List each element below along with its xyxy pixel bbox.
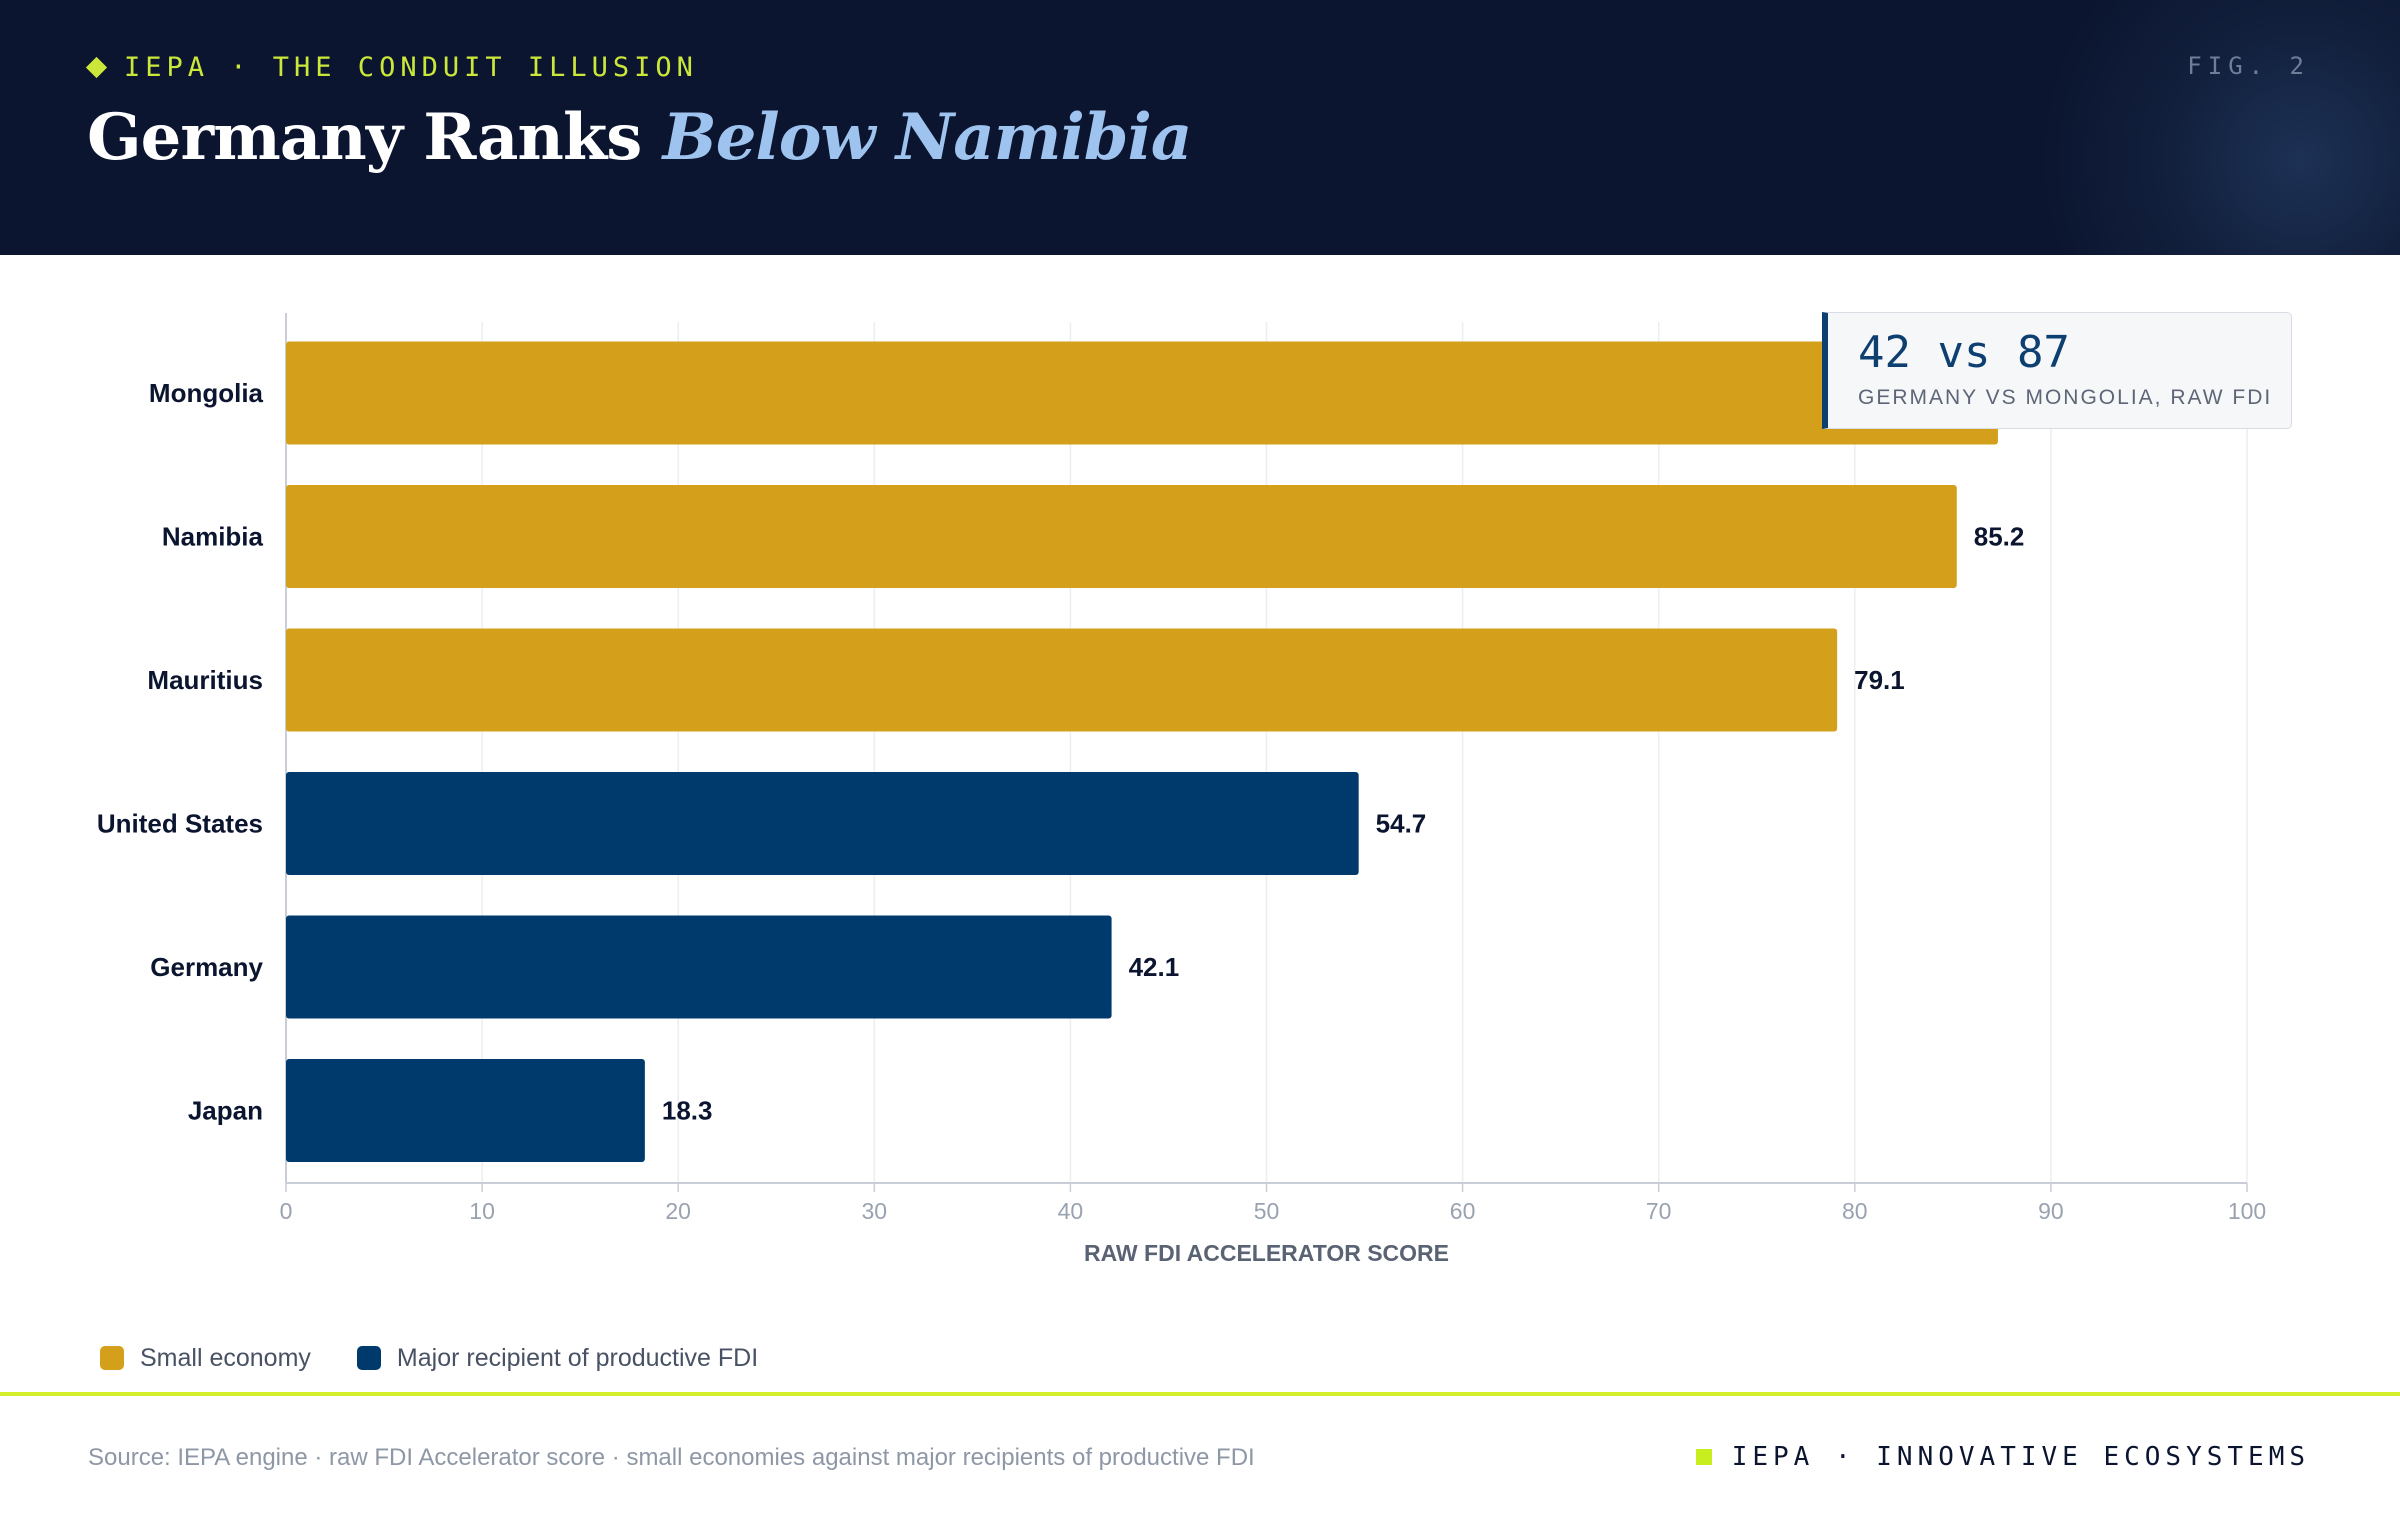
legend-label: Major recipient of productive FDI <box>396 1343 759 1372</box>
x-tick-label: 20 <box>665 1198 691 1224</box>
x-tick-label: 80 <box>1842 1198 1868 1224</box>
data-label: 18.3 <box>662 1096 713 1126</box>
bar <box>286 628 1838 732</box>
bar <box>286 485 1957 588</box>
kicker: IEPA · THE CONDUIT ILLUSION <box>85 50 698 84</box>
bar <box>286 1059 645 1162</box>
callout-caption: GERMANY VS MONGOLIA, RAW FDI <box>1858 386 2273 409</box>
legend-swatch-major-recipient <box>356 1346 381 1370</box>
x-tick-label: 30 <box>862 1198 888 1224</box>
x-tick-label: 0 <box>280 1198 293 1224</box>
x-tick-label: 70 <box>1646 1198 1672 1224</box>
figure-label: FIG. 2 <box>2187 52 2310 80</box>
title-accent: Below Namibia <box>662 100 1193 175</box>
brand-text: IEPA · INNOVATIVE ECOSYSTEMS <box>1731 1442 2310 1472</box>
bar <box>286 341 1998 445</box>
category-label: Germany <box>150 952 263 982</box>
category-label: Namibia <box>162 522 264 552</box>
source-note: Source: IEPA engine · raw FDI Accelerato… <box>88 1444 1255 1471</box>
legend-item-small-economy: Small economy <box>100 1344 311 1373</box>
legend-item-major-recipient: Major recipient of productive FDI <box>356 1343 759 1373</box>
chart-title: Germany Ranks Below Namibia <box>87 100 1193 175</box>
x-tick-label: 60 <box>1450 1198 1476 1224</box>
legend: Small economy Major recipient of product… <box>100 1340 758 1376</box>
x-tick-label: 40 <box>1058 1198 1084 1224</box>
bar-chart: 0 10 20 30 40 50 60 70 80 90 100 RAW FDI ACCELERATO… <box>97 313 2266 1266</box>
kicker-text: IEPA · THE CONDUIT ILLUSION <box>124 51 698 83</box>
category-label: Japan <box>188 1096 263 1126</box>
header-banner: IEPA · THE CONDUIT ILLUSION FIG. 2 Germa… <box>0 0 2400 255</box>
data-label: 79.1 <box>1854 665 1905 695</box>
bar <box>286 915 1112 1019</box>
brand-mark: IEPA · INNOVATIVE ECOSYSTEMS <box>1695 1442 2310 1472</box>
legend-label: Small economy <box>140 1343 311 1372</box>
footer-divider <box>0 1392 2400 1396</box>
x-tick-label: 10 <box>469 1198 495 1224</box>
category-label: United States <box>97 809 263 839</box>
diamond-icon <box>85 56 108 78</box>
bar <box>286 772 1359 875</box>
category-label: Mauritius <box>147 665 263 695</box>
data-label: 42.1 <box>1129 952 1180 982</box>
data-label: 54.7 <box>1376 809 1427 839</box>
x-tick-label: 90 <box>2038 1198 2064 1224</box>
x-tick-label: 50 <box>1254 1198 1280 1224</box>
x-tick-label: 100 <box>2228 1198 2266 1224</box>
x-axis-label: RAW FDI ACCELERATOR SCORE <box>1084 1240 1449 1266</box>
brand-square-icon <box>1695 1449 1712 1465</box>
callout-value: 42 vs 87 <box>1858 327 2070 378</box>
legend-swatch-small-economy <box>100 1346 124 1370</box>
category-label: Mongolia <box>149 378 264 408</box>
comparison-callout: 42 vs 87 GERMANY VS MONGOLIA, RAW FDI <box>1822 312 2292 429</box>
data-label: 85.2 <box>1974 522 2025 552</box>
title-main: Germany Ranks <box>87 100 642 175</box>
